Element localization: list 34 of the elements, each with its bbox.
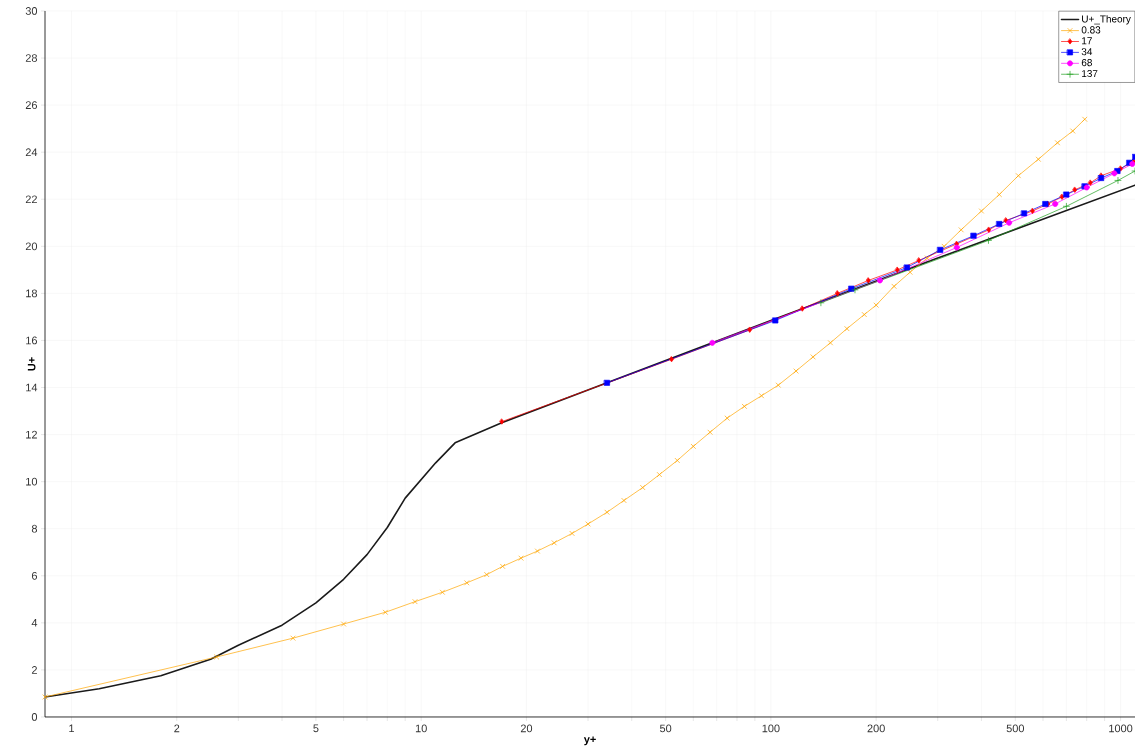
x-tick-label: 500 (1006, 724, 1025, 733)
y-tick-label: 0 (31, 713, 38, 721)
legend-label: 34 (1081, 48, 1093, 56)
y-tick-label: 6 (31, 571, 38, 580)
x-tick-label: 2 (174, 724, 180, 733)
legend-label: U+_Theory (1082, 15, 1131, 25)
legend-label: 68 (1081, 59, 1092, 67)
y-tick-label: 28 (25, 54, 38, 62)
y-tick-label: 16 (26, 336, 38, 345)
x-tick-label: 200 (867, 724, 885, 733)
x-tick-label: 20 (520, 724, 533, 733)
y-tick-label: 18 (26, 289, 38, 298)
y-tick-label: 20 (25, 242, 38, 251)
x-tick-label: 50 (659, 724, 672, 733)
y-tick-label: 14 (26, 383, 38, 392)
x-tick-label: 100 (762, 724, 780, 733)
x-tick-label: 1 (69, 724, 75, 733)
y-tick-label: 4 (31, 619, 38, 627)
y-tick-label: 12 (26, 430, 37, 439)
y-axis-title: U+ (27, 357, 36, 371)
x-tick-label: 10 (415, 724, 427, 733)
legend-label: 17 (1082, 37, 1092, 45)
y-tick-label: 8 (31, 524, 38, 533)
x-axis-title: y+ (583, 736, 596, 746)
y-tick-label: 24 (25, 148, 38, 157)
x-tick-label: 5 (313, 724, 319, 733)
legend-label: 137 (1082, 70, 1098, 78)
legend-label: 0.83 (1081, 26, 1101, 34)
y-tick-label: 2 (31, 666, 37, 674)
y-tick-label: 22 (25, 195, 37, 204)
x-tick-label: 1000 (1109, 724, 1133, 733)
y-tick-label: 30 (25, 7, 38, 15)
y-tick-label: 10 (26, 477, 38, 486)
y-tick-label: 26 (25, 101, 38, 109)
